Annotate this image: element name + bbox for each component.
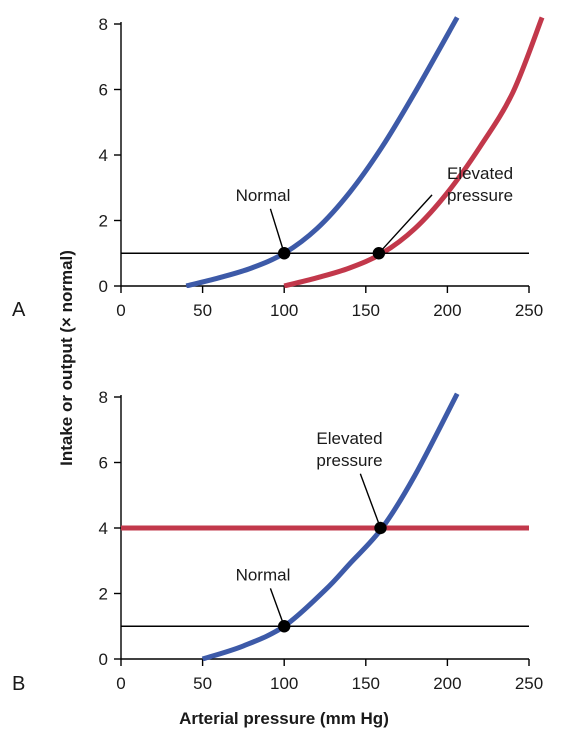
panel-b-x-tick-label: 100 xyxy=(270,674,298,693)
panel-b-data-point xyxy=(278,620,291,633)
panel-a-annotation: Normal xyxy=(236,186,291,205)
panel-a-series-group xyxy=(121,16,545,288)
panel-b-panel-letter: B xyxy=(12,673,25,695)
panel-b-x-tick-label: 50 xyxy=(193,674,212,693)
panel-a-data-point xyxy=(278,247,291,260)
panel-a-y-tick-label: 0 xyxy=(99,277,108,296)
panel-b-chart: 0 2 4 6 8 0 50 100 150 200 250 B Normal Elevated press… xyxy=(12,388,543,695)
panel-a-y-tick-label: 4 xyxy=(99,146,108,165)
panel-b-annotation-leader xyxy=(269,588,285,627)
x-axis-title: Arterial pressure (mm Hg) xyxy=(179,709,389,728)
y-axis-title: Intake or output (× normal) xyxy=(57,250,76,466)
panel-b-annotation-leader xyxy=(359,473,382,529)
panel-b-y-tick-label: 4 xyxy=(99,519,108,538)
panel-b-x-tick-label: 150 xyxy=(352,674,380,693)
panel-a-y-tick-label: 8 xyxy=(99,15,108,34)
panel-a-annotation-line: Elevated xyxy=(447,164,513,183)
panel-a-annotation-leader xyxy=(378,194,433,254)
panel-b-annotation-line: Elevated xyxy=(316,429,382,448)
panel-a-annotation-line: Normal xyxy=(236,186,291,205)
panel-b-annotation-line: pressure xyxy=(316,451,382,470)
panel-b-y-tick-label: 0 xyxy=(99,650,108,669)
panel-b-x-tick-label: 250 xyxy=(515,674,543,693)
panel-b-y-tick-label: 8 xyxy=(99,388,108,407)
panel-a-x-tick-label: 0 xyxy=(116,301,125,320)
panel-a-y-tick-label: 6 xyxy=(99,81,108,100)
panel-b-annotation: Normal xyxy=(236,565,291,584)
panel-b-data-point xyxy=(374,521,387,535)
panel-b-annotation-line: Normal xyxy=(236,565,291,584)
panel-a-data-point xyxy=(372,247,386,260)
panel-b-y-tick-label: 6 xyxy=(99,454,108,473)
panel-b-x-tick-label: 200 xyxy=(433,674,461,693)
panel-a-y-tick-label: 2 xyxy=(99,212,108,231)
panel-b-blue-series-line xyxy=(201,392,460,661)
panel-a-red-series-line xyxy=(283,16,545,288)
panel-a-x-tick-label: 50 xyxy=(193,301,212,320)
panel-a-panel-letter: A xyxy=(12,299,26,321)
panel-a-annotation-line: pressure xyxy=(447,186,513,205)
panel-a-annotation: Elevated pressure xyxy=(447,164,513,205)
panel-a-x-tick-label: 200 xyxy=(433,301,461,320)
panel-a-x-tick-label: 100 xyxy=(270,301,298,320)
panel-a-blue-series-line xyxy=(185,16,460,288)
panel-b-series-group xyxy=(121,392,529,661)
panel-b-annotation: Elevated pressure xyxy=(316,429,382,470)
panel-a-x-tick-label: 150 xyxy=(352,301,380,320)
panel-a-chart: 0 2 4 6 8 0 50 100 150 200 250 A Normal Elevated press… xyxy=(12,15,545,321)
panel-b-y-tick-label: 2 xyxy=(99,585,108,604)
panel-a-annotation-leader xyxy=(269,208,285,254)
panel-a-x-tick-label: 250 xyxy=(515,301,543,320)
panel-b-x-tick-label: 0 xyxy=(116,674,125,693)
